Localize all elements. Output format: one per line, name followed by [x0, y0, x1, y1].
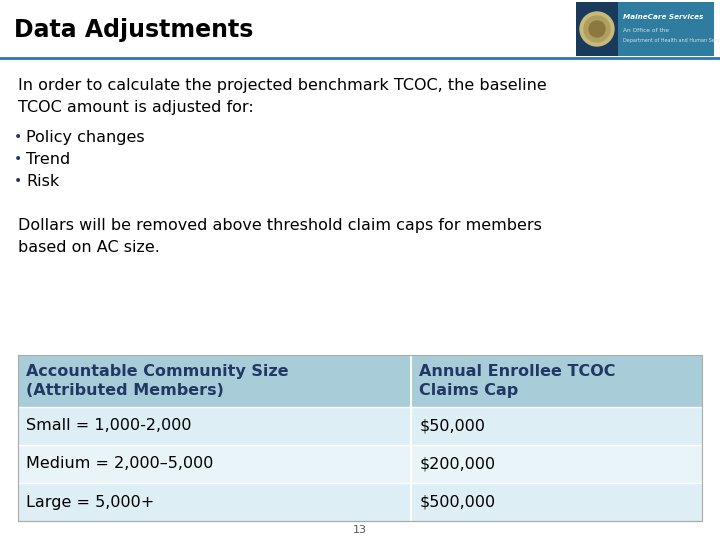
Bar [618, 2, 714, 56]
Bar [18, 483, 702, 521]
Text: MaineCare Services: MaineCare Services [623, 14, 703, 20]
Circle shape [580, 12, 614, 46]
Bar [18, 407, 702, 445]
Text: Annual Enrollee TCOC
Claims Cap: Annual Enrollee TCOC Claims Cap [419, 364, 616, 398]
Text: Large = 5,000+: Large = 5,000+ [26, 495, 154, 510]
Text: Data Adjustments: Data Adjustments [14, 18, 253, 42]
Text: Dollars will be removed above threshold claim caps for members
based on AC size.: Dollars will be removed above threshold … [18, 218, 542, 254]
Text: $50,000: $50,000 [419, 418, 485, 434]
Bar [0, 0, 720, 58]
Text: Medium = 2,000–5,000: Medium = 2,000–5,000 [26, 456, 213, 471]
Text: 13: 13 [353, 525, 367, 535]
Bar [18, 355, 702, 407]
Text: In order to calculate the projected benchmark TCOC, the baseline
TCOC amount is : In order to calculate the projected benc… [18, 78, 546, 114]
Bar [576, 2, 618, 56]
Text: Trend: Trend [26, 152, 71, 167]
Text: Small = 1,000-2,000: Small = 1,000-2,000 [26, 418, 192, 434]
Text: Accountable Community Size
(Attributed Members): Accountable Community Size (Attributed M… [26, 364, 289, 398]
Text: An Office of the: An Office of the [623, 28, 669, 32]
Text: $500,000: $500,000 [419, 495, 495, 510]
Circle shape [584, 16, 610, 42]
Bar [18, 445, 702, 483]
Circle shape [589, 21, 605, 37]
Text: •: • [14, 130, 22, 144]
Text: Risk: Risk [26, 174, 59, 189]
Text: Department of Health and Human Services: Department of Health and Human Services [623, 38, 720, 43]
Text: •: • [14, 152, 22, 166]
Bar [18, 355, 702, 521]
Text: •: • [14, 174, 22, 188]
Text: Policy changes: Policy changes [26, 130, 145, 145]
Text: $200,000: $200,000 [419, 456, 495, 471]
